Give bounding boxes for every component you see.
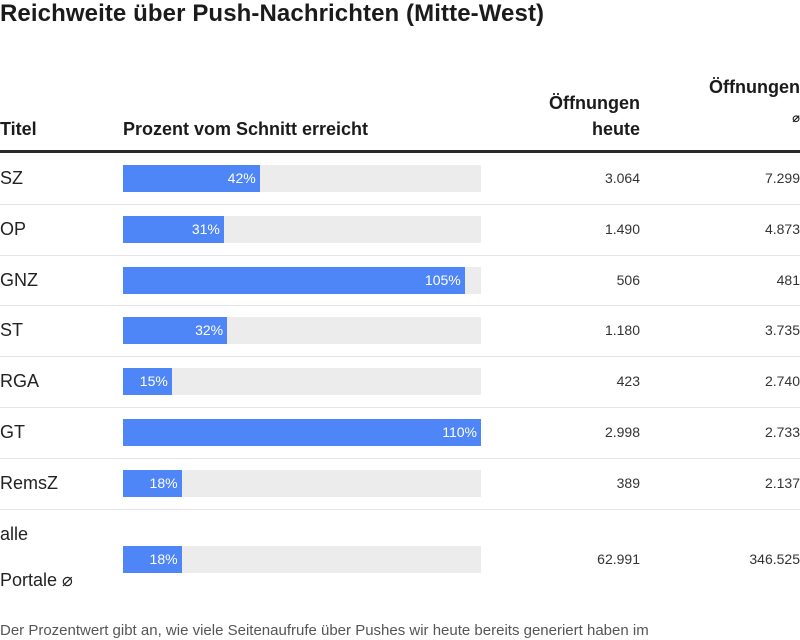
opens-average-value: 2.733	[764, 424, 800, 440]
row-title: SZ	[0, 168, 24, 188]
bar-value-label: 105%	[424, 272, 461, 288]
bar	[123, 368, 172, 395]
row-title: ST	[0, 320, 24, 340]
opens-today-value: 506	[616, 272, 640, 288]
row-title-line2: Portale ⌀	[0, 570, 73, 590]
bar	[123, 470, 182, 497]
opens-today-value: 1.180	[604, 322, 640, 338]
opens-average-value: 4.873	[764, 221, 800, 237]
bar-track: 42%	[123, 165, 481, 192]
bar	[123, 419, 481, 446]
table-row: RGA 15% 423 2.740	[0, 356, 800, 408]
opens-average-value: 3.735	[764, 322, 800, 338]
row-title: alle Portale ⌀	[0, 511, 73, 603]
footnote: Der Prozentwert gibt an, wie viele Seite…	[0, 622, 649, 639]
opens-average-value: 481	[776, 272, 800, 288]
opens-today-value: 423	[616, 373, 640, 389]
bar	[123, 267, 465, 294]
opens-average-value: 7.299	[764, 170, 800, 186]
opens-today-value: 3.064	[604, 170, 640, 186]
chart-title: Reichweite über Push-Nachrichten (Mitte-…	[0, 0, 545, 27]
column-header-opens-average: Öffnungen ⌀	[709, 74, 800, 128]
bar-track: 110%	[123, 419, 481, 446]
row-title: GT	[0, 422, 25, 442]
bar-track: 32%	[123, 317, 481, 344]
bar-track: 18%	[123, 546, 481, 573]
table-row: OP 31% 1.490 4.873	[0, 204, 800, 256]
opens-today-value: 1.490	[604, 221, 640, 237]
column-header-opens-today-line2: heute	[591, 119, 640, 139]
bar-value-label: 32%	[195, 322, 224, 338]
bar-value-label: 42%	[227, 170, 256, 186]
opens-average-value: 346.525	[749, 551, 800, 567]
opens-today-value: 62.991	[597, 551, 640, 567]
column-header-opens-today-line1: Öffnungen	[549, 93, 640, 113]
row-title: RGA	[0, 371, 40, 391]
average-symbol-icon: ⌀	[792, 110, 800, 125]
bar	[123, 546, 182, 573]
opens-average-value: 2.740	[764, 373, 800, 389]
row-title-line1: alle	[0, 524, 29, 544]
bar-track: 15%	[123, 368, 481, 395]
bar-track: 31%	[123, 216, 481, 243]
opens-today-value: 2.998	[604, 424, 640, 440]
bar	[123, 216, 224, 243]
column-header-opens-average-line1: Öffnungen	[709, 77, 800, 97]
header-divider	[0, 150, 800, 153]
bar	[123, 165, 260, 192]
table-row: GT 110% 2.998 2.733	[0, 407, 800, 459]
opens-today-value: 389	[616, 475, 640, 491]
bar-value-label: 15%	[139, 373, 168, 389]
bar-track: 18%	[123, 470, 481, 497]
bar-value-label: 18%	[149, 551, 178, 567]
column-header-title: Titel	[0, 119, 37, 139]
bar-track: 105%	[123, 267, 481, 294]
column-header-opens-today: Öffnungen heute	[549, 90, 640, 142]
bar-value-label: 110%	[442, 424, 477, 440]
row-title: GNZ	[0, 270, 38, 290]
table-row: alle Portale ⌀ 18% 62.991 346.525	[0, 509, 800, 609]
opens-average-value: 2.137	[764, 475, 800, 491]
bar	[123, 317, 228, 344]
row-title: RemsZ	[0, 473, 58, 493]
bar-value-label: 18%	[149, 475, 178, 491]
row-title: OP	[0, 219, 27, 239]
table-row: RemsZ 18% 389 2.137	[0, 458, 800, 510]
table-row: GNZ 105% 506 481	[0, 255, 800, 306]
table-row: ST 32% 1.180 3.735	[0, 305, 800, 357]
table-row: SZ 42% 3.064 7.299	[0, 153, 800, 205]
column-header-percent: Prozent vom Schnitt erreicht	[123, 119, 369, 139]
bar-value-label: 31%	[191, 221, 220, 237]
